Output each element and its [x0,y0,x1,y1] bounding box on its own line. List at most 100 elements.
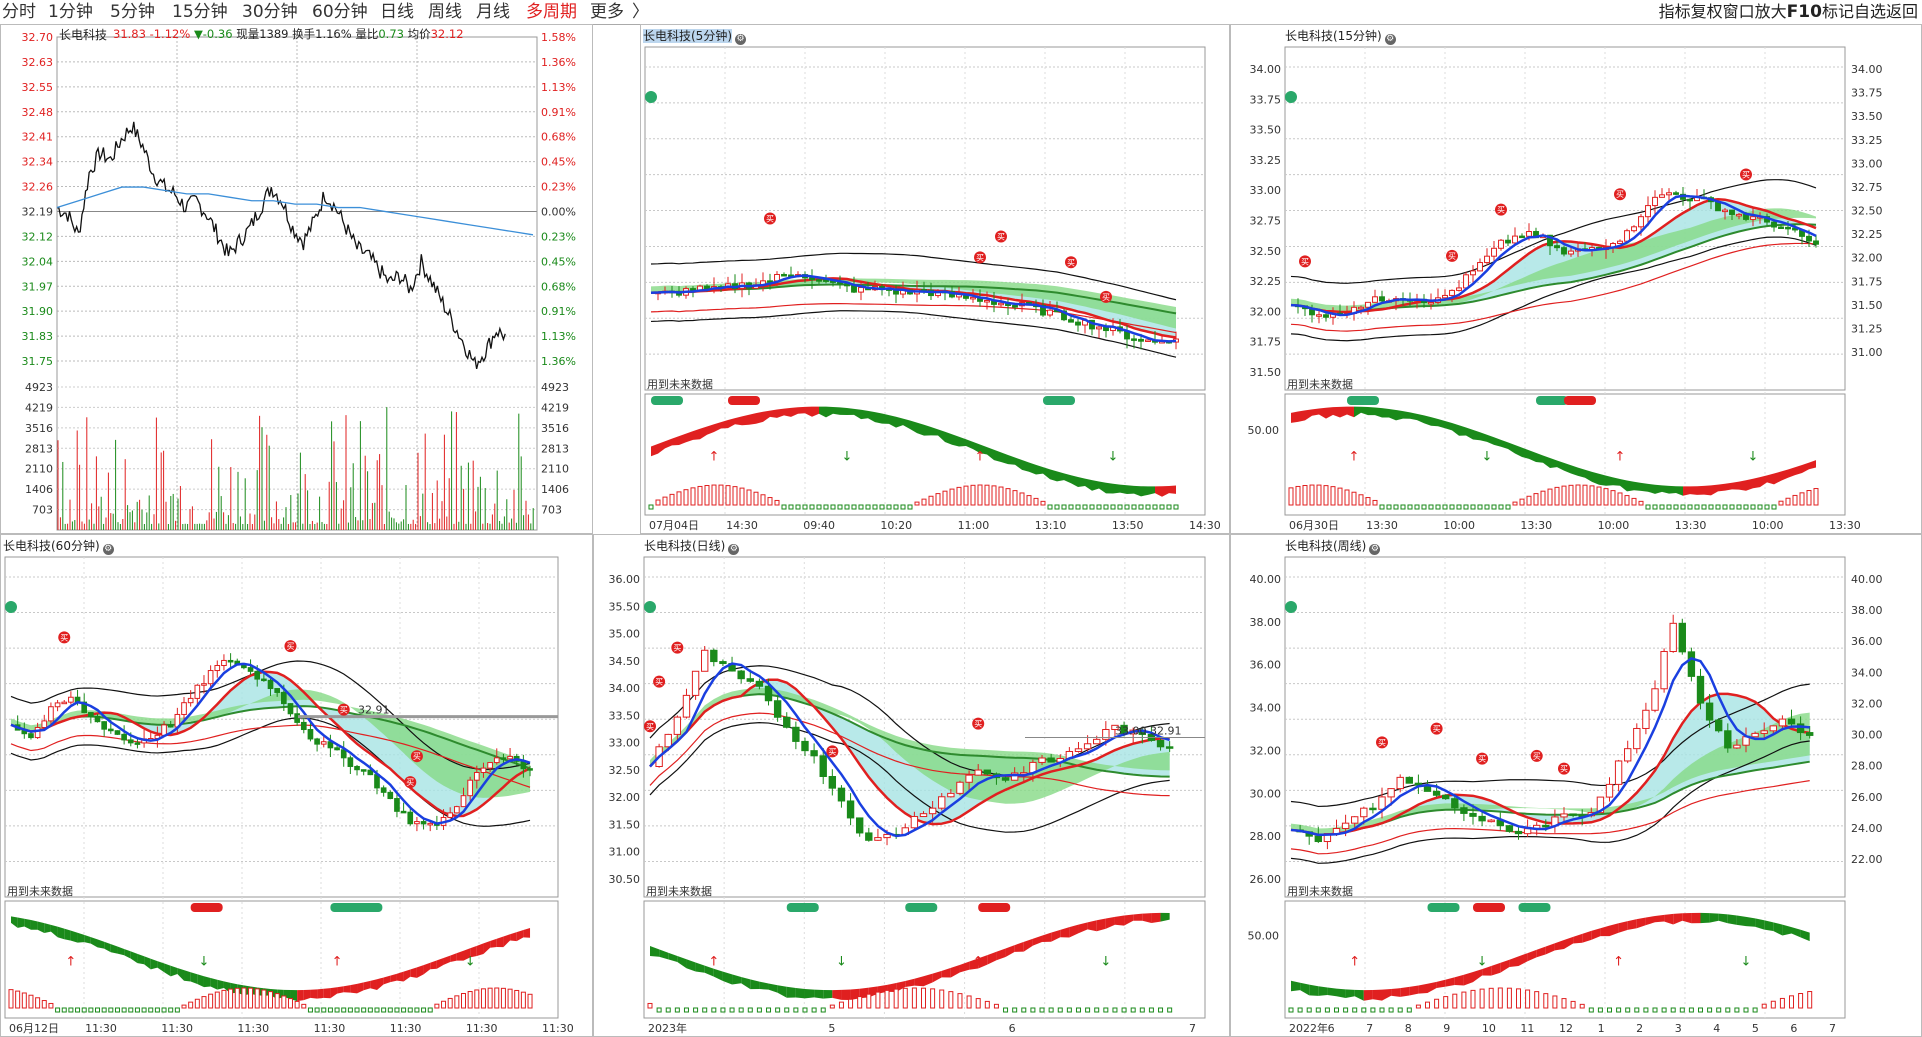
osc-bar [1388,1007,1394,1013]
tool-4[interactable]: F10 [1786,2,1822,22]
tab-4[interactable]: 30分钟 [242,2,298,22]
osc-bar [738,1007,744,1013]
candle [407,811,414,825]
tab-5[interactable]: 60分钟 [312,2,368,22]
left-axis-label: 32.25 [1250,275,1282,288]
intraday-chart-panel[interactable]: 长电科技 31.83 -1.12% ▼-0.36 现量1389 换手1.16% … [0,24,593,534]
osc-bar [928,495,934,506]
cyan-band [1291,199,1816,313]
osc-bar [1030,1007,1036,1013]
panel-title-15min[interactable]: 长电科技(15分钟) ⚙ [1285,27,1396,45]
osc-bar [993,1003,999,1009]
ma-red-line [650,277,1177,339]
osc-bar [921,498,927,506]
osc-bar [194,998,200,1009]
tab-1[interactable]: 1分钟 [48,2,93,22]
tab-9[interactable]: 多周期 [526,2,577,22]
osc-ribbon [728,418,735,429]
osc-ribbon [814,989,824,999]
sell-signal-icon [645,91,657,103]
left-axis-label: 31.75 [22,355,54,368]
candle-chart-daily: 36.00 35.50 35.00 34.50 34.00 33.50 33.00 32.50… [609,556,1206,1035]
panel-title-daily[interactable]: 长电科技(日线) ⚙ [644,537,740,555]
tool-1[interactable]: 复权 [1690,2,1723,21]
osc-ribbon [1382,989,1392,1001]
gear-icon[interactable]: ⚙ [735,34,746,45]
osc-bar [683,489,689,506]
osc-bar [1603,488,1609,506]
panel-title-60min[interactable]: 长电科技(60分钟) ⚙ [3,537,114,555]
tool-2[interactable]: 窗口 [1722,2,1755,21]
osc-bar [1288,1007,1294,1013]
tool-6[interactable]: 自选 [1853,2,1886,21]
osc-ribbon [1375,407,1382,418]
gear-icon[interactable]: ⚙ [1369,544,1381,555]
tool-5[interactable]: 标记 [1821,2,1854,21]
candle [1477,262,1483,272]
more-arrow-icon[interactable]: 〉 [632,2,649,22]
osc-bar [984,1000,990,1009]
tab-7[interactable]: 周线 [428,2,462,22]
buy-signal-icon [1446,249,1458,262]
tool-3[interactable]: 放大 [1754,2,1787,21]
chart-panel-60min[interactable]: 长电科技(60分钟) ⚙ 06月12日 11:30 11:30 11:30 11:30 11… [0,534,593,1037]
tab-6[interactable]: 日线 [380,2,414,22]
osc-bar [935,493,941,506]
tool-0[interactable]: 指标 [1658,2,1691,21]
osc-bar [1645,504,1651,510]
gear-icon[interactable]: ⚙ [1384,34,1396,45]
chart-panel-5min[interactable]: 长电科技(5分钟) ⚙ 07月04日 14:30 09:40 10:20 11:00 13:… [640,24,1230,534]
osc-ribbon [197,974,204,988]
signal-glyph: 买 [1616,190,1624,199]
price-frame [644,46,1206,391]
left-axis-label: 40.00 [1250,573,1282,586]
tab-8[interactable]: 月线 [476,2,510,22]
candle [1651,688,1659,711]
osc-bar [48,1002,54,1009]
candle [1360,807,1368,818]
candle [1605,783,1614,798]
tab-2[interactable]: 5分钟 [110,2,155,22]
chart-panel-daily[interactable]: 长电科技(日线) ⚙ 36.00 35.50 35.00 34.50 34.00 33.50… [593,534,1230,1037]
tab-3[interactable]: 15分钟 [172,2,228,22]
panel-title-weekly[interactable]: 长电科技(周线) ⚙ [1285,537,1381,555]
gear-icon[interactable]: ⚙ [728,544,740,555]
sell-signal-icon [1285,601,1297,613]
tab-0[interactable]: 分时 [2,2,36,22]
left-axis-label: 32.50 [609,764,641,777]
osc-bar [414,1007,420,1013]
osc-ribbon [1697,485,1704,495]
osc-ribbon [659,949,669,960]
osc-ribbon [938,429,945,443]
vol-axis-label: 2110 [541,463,569,476]
osc-bar [872,504,878,510]
osc-ribbon [1141,486,1148,497]
tool-7[interactable]: 返回 [1885,2,1918,21]
osc-bar [930,988,936,1009]
osc-ribbon [1802,462,1809,474]
tab-10[interactable]: 更多 [590,2,624,22]
osc-ribbon [1809,460,1816,470]
chart-panel-weekly[interactable]: 长电科技(周线) ⚙ 40.00 38.00 36.00 34.00 32.00 30.00… [1230,534,1922,1037]
candle [1669,622,1677,653]
panel-title-5min[interactable]: 长电科技(5分钟) ⚙ [643,27,746,45]
left-axis-label: 32.48 [22,106,54,119]
left-axis-label: 32.70 [22,31,54,44]
candle [1687,198,1693,202]
osc-ribbon [651,443,658,457]
osc-ribbon [832,989,842,1000]
right-axis-label: 34.00 [1851,666,1883,679]
gear-icon[interactable]: ⚙ [102,544,114,555]
candle [691,670,700,696]
signal-glyph: 买 [1301,257,1309,266]
osc-ribbon [370,979,377,990]
candle [1751,732,1759,738]
osc-ribbon [1409,985,1419,996]
candle [673,716,682,735]
signal-glyph: 买 [340,706,348,715]
candle [1314,835,1322,843]
osc-ribbon [1022,460,1029,472]
chart-panel-15min[interactable]: 长电科技(15分钟) ⚙ 34.00 33.75 33.50 33.25 33.00 32.… [1230,24,1922,534]
osc-bar [354,1007,360,1013]
osc-bar [1463,504,1469,510]
